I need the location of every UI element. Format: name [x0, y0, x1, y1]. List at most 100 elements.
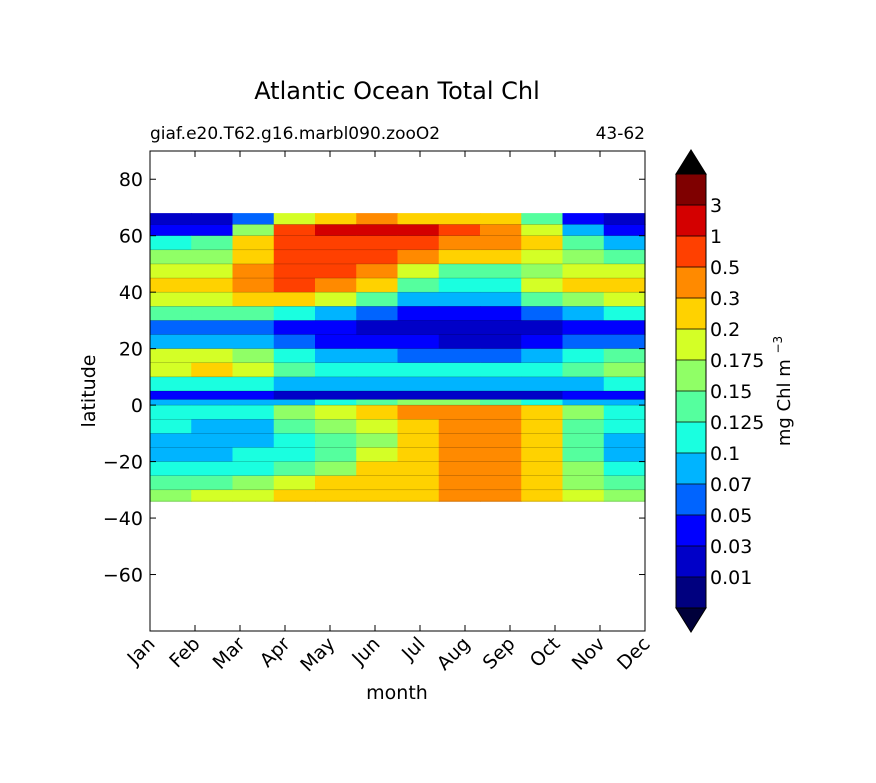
colorbar-tick-label: 0.175 — [710, 350, 764, 372]
colorbar-tick-label: 0.1 — [710, 443, 740, 465]
contour-cell — [315, 348, 357, 364]
contour-cell — [150, 263, 192, 279]
contour-cell — [562, 447, 605, 463]
contour-cell — [315, 376, 357, 392]
contour-cell — [315, 475, 357, 491]
contour-cell — [232, 263, 275, 279]
contour-cell — [191, 475, 234, 491]
contour-cell — [480, 263, 522, 279]
contour-cell — [397, 334, 440, 350]
contour-cell — [438, 391, 481, 401]
contour-cell — [603, 235, 646, 251]
contour-cell — [356, 334, 399, 350]
contour-cell — [150, 224, 192, 237]
x-tick-label: Apr — [256, 633, 295, 672]
contour-cell — [232, 213, 275, 226]
contour-cell — [521, 399, 564, 406]
contour-cell — [521, 489, 564, 502]
contour-cell — [397, 263, 440, 279]
contour-cell — [603, 461, 646, 477]
contour-cell — [521, 475, 564, 491]
contour-cell — [438, 320, 481, 336]
contour-cell — [397, 419, 440, 434]
contour-cell — [356, 447, 399, 463]
contour-cell — [397, 348, 440, 364]
x-tick-label: May — [296, 633, 339, 676]
contour-cell — [603, 405, 646, 420]
contour-cell — [232, 224, 275, 237]
contour-cell — [521, 447, 564, 463]
x-tick-label: Jul — [397, 633, 429, 665]
contour-cell — [150, 447, 192, 463]
contour-cell — [438, 461, 481, 477]
contour-cell — [438, 292, 481, 307]
contour-cell — [232, 405, 275, 420]
contour-cell — [273, 334, 316, 350]
contour-cell — [521, 419, 564, 434]
contour-cell — [315, 405, 357, 420]
contour-cell — [191, 320, 234, 336]
contour-cell — [191, 213, 234, 226]
contour-cell — [232, 419, 275, 434]
contour-cell — [397, 235, 440, 251]
contour-cell — [480, 419, 522, 434]
contour-cell — [438, 433, 481, 449]
contour-cell — [273, 489, 316, 502]
contour-cell — [315, 391, 357, 401]
contour-cell — [273, 249, 316, 265]
contour-cell — [521, 263, 564, 279]
colorbar-extend-min — [675, 607, 707, 633]
contour-cell — [356, 391, 399, 401]
contour-cell — [521, 433, 564, 449]
contour-cell — [521, 461, 564, 477]
contour-cell — [356, 224, 399, 237]
colorbar-swatch — [676, 205, 706, 237]
contour-cell — [480, 475, 522, 491]
contour-cell — [397, 320, 440, 336]
contour-cell — [562, 419, 605, 434]
contour-cell — [232, 376, 275, 392]
plot-area: Jan Feb Mar Apr May Jun Jul Aug Sep Oct Nov Dec 80 6… — [103, 150, 655, 676]
chart-title: Atlantic Ocean Total Chl — [254, 77, 540, 105]
colorbar-swatch — [676, 329, 706, 361]
colorbar-swatch — [676, 174, 706, 206]
colorbar: 0.01 0.03 0.05 0.07 0.1 0.125 0.15 0.175 0.2 0.3 0… — [675, 149, 764, 633]
contour-cell — [480, 362, 522, 378]
contour-cell — [562, 306, 605, 322]
contour-cell — [480, 320, 522, 336]
y-tick-label: 40 — [119, 282, 143, 304]
contour-cell — [150, 376, 192, 392]
contour-cell — [521, 376, 564, 392]
colorbar-swatch — [676, 422, 706, 454]
contour-cell — [150, 213, 192, 226]
colorbar-extend-max — [675, 149, 707, 175]
colorbar-swatch — [676, 298, 706, 330]
contour-cell — [438, 348, 481, 364]
contour-cell — [397, 447, 440, 463]
contour-cell — [315, 334, 357, 350]
contour-cell — [562, 461, 605, 477]
contour-cell — [232, 433, 275, 449]
contour-cell — [356, 433, 399, 449]
contour-cell — [521, 224, 564, 237]
contour-cell — [150, 334, 192, 350]
contour-cell — [603, 489, 646, 502]
contour-cell — [315, 419, 357, 434]
contour-cell — [315, 320, 357, 336]
contour-cell — [397, 399, 440, 406]
x-axis-label: month — [366, 682, 428, 704]
contour-cell — [438, 306, 481, 322]
contour-cell — [232, 278, 275, 293]
contour-cell — [562, 489, 605, 502]
contour-cell — [480, 447, 522, 463]
colorbar-swatch — [676, 360, 706, 392]
contour-cell — [273, 399, 316, 406]
contour-cell — [232, 334, 275, 350]
contour-cell — [356, 249, 399, 265]
contour-cell — [603, 419, 646, 434]
contour-cell — [232, 391, 275, 401]
contour-cell — [232, 362, 275, 378]
contour-cell — [521, 348, 564, 364]
colorbar-swatch — [676, 484, 706, 516]
contour-cell — [397, 224, 440, 237]
